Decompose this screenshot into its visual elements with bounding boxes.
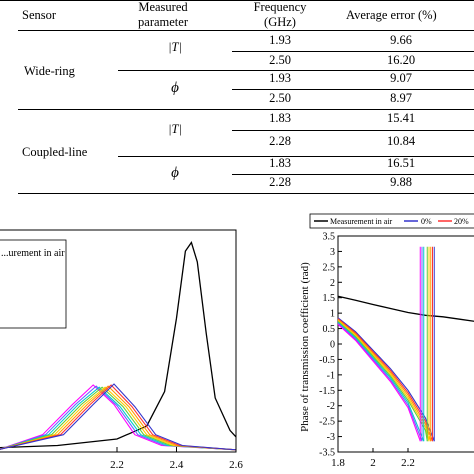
- x-tick-label: 2.2: [110, 459, 124, 471]
- frequency-cell: 1.93: [269, 33, 291, 47]
- legend-entry: Measurement in air: [330, 217, 393, 226]
- legend-entry: 20%: [454, 217, 469, 226]
- frequency-cell: 2.28: [269, 134, 291, 148]
- frequency-cell: 2.50: [269, 91, 291, 105]
- frequency-cell: 2.50: [269, 53, 291, 67]
- row-rule: [232, 174, 474, 175]
- series-line: [337, 321, 425, 442]
- sensor-coupled-line: Coupled-line: [22, 145, 88, 159]
- frequency-cell: 1.83: [269, 156, 291, 170]
- y-tick-label: -1: [327, 370, 335, 381]
- y-tick-label: 0: [330, 340, 335, 351]
- y-tick-label: -3: [327, 432, 335, 443]
- header-frequency-line1: Frequency: [253, 0, 307, 14]
- y-tick-label: 2: [330, 278, 335, 289]
- param-symbol: ϕ: [171, 165, 179, 181]
- x-tick-label: 2.6: [229, 459, 243, 471]
- sensor-wide-ring: Wide-ring: [24, 64, 75, 78]
- table-bottom-rule: [18, 193, 474, 195]
- frequency-cell: 1.93: [269, 71, 291, 85]
- series-line: [337, 295, 474, 322]
- row-rule: [232, 89, 474, 90]
- row-rule: [232, 130, 474, 131]
- y-axis-label: Phase of transmission coefficient (rad): [299, 262, 311, 432]
- param-symbol: |T|: [168, 122, 182, 136]
- frequency-cell: 2.28: [269, 175, 291, 189]
- legend-box: [309, 213, 474, 229]
- frequency-cell: 1.83: [269, 111, 291, 125]
- series-line: [337, 323, 421, 442]
- phase-chart: Phase of transmission coefficient (rad) …: [299, 213, 474, 470]
- y-tick-label: -3.5: [319, 448, 335, 459]
- tick-group: 3.5 3 2.5 2 1.5 1 0.5 0 -0.5 -1 -1.5 -2 -2.5 -3 -3.51.…: [319, 232, 415, 470]
- series-line: [0, 241, 237, 449]
- y-tick-label: -1.5: [319, 386, 335, 397]
- error-cell: 16.20: [386, 53, 416, 67]
- series-line: [337, 319, 432, 442]
- series-line: [337, 322, 423, 442]
- series-group: [337, 246, 474, 442]
- row-rule: [118, 70, 474, 71]
- header-frequency: Frequency (GHz): [240, 0, 320, 30]
- y-tick-label: 3.5: [323, 232, 336, 243]
- series-line: [0, 385, 237, 451]
- param-symbol: ϕ: [171, 80, 179, 96]
- error-cell: 9.07: [390, 71, 412, 85]
- error-cell: 15.41: [386, 111, 416, 125]
- error-cell: 16.51: [386, 156, 416, 170]
- error-cell: 9.88: [390, 175, 412, 189]
- series-line: [0, 386, 237, 451]
- header-measured-line1: Measured: [138, 0, 188, 14]
- error-cell: 9.66: [390, 33, 412, 47]
- row-rule: [118, 156, 474, 157]
- y-tick-label: -2.5: [319, 417, 335, 428]
- legend-entry: ...urement in air: [1, 248, 65, 259]
- series-line: [337, 317, 435, 442]
- x-tick-label: 2: [370, 457, 376, 469]
- error-cell: 8.97: [390, 91, 412, 105]
- y-tick-label: 1: [330, 309, 335, 320]
- series-line: [0, 386, 237, 451]
- legend-entry: 0%: [421, 217, 432, 226]
- header-frequency-line2: (GHz): [264, 15, 296, 29]
- y-tick-label: -2: [327, 401, 335, 412]
- x-tick-label: 2.4: [170, 459, 184, 471]
- error-cell: 10.84: [386, 134, 416, 148]
- x-tick-label: 1.8: [331, 457, 345, 469]
- header-rule: [18, 30, 474, 32]
- y-tick-label: 3: [330, 247, 335, 258]
- series-line: [0, 385, 237, 451]
- series-line: [0, 384, 237, 451]
- row-rule: [232, 51, 474, 52]
- header-sensor: Sensor: [22, 8, 57, 22]
- y-tick-label: 0.5: [323, 324, 336, 335]
- magnitude-chart: 2.2 2.4 2.6 ...urement in air: [0, 229, 243, 471]
- header-measured-line2: parameter: [138, 15, 188, 29]
- param-symbol: |T|: [168, 40, 182, 54]
- series-line: [0, 386, 237, 451]
- header-error: Average error (%): [346, 8, 437, 22]
- group-rule: [18, 109, 474, 110]
- series-line: [337, 320, 430, 442]
- series-line: [0, 383, 237, 451]
- series-line: [337, 318, 434, 442]
- y-tick-label: 2.5: [323, 262, 336, 273]
- series-line: [337, 321, 428, 442]
- y-tick-label: -0.5: [319, 355, 335, 366]
- header-measured: Measured parameter: [108, 0, 218, 30]
- series-group: [0, 241, 237, 451]
- table-top-rule: [0, 0, 474, 1]
- x-tick-label: 2.2: [401, 457, 415, 469]
- legend-box: [0, 239, 67, 329]
- y-tick-label: 1.5: [323, 293, 336, 304]
- x-tick-group: 2.2 2.4 2.6: [110, 447, 243, 471]
- legend: Measurement in air 0% 20%: [309, 213, 474, 229]
